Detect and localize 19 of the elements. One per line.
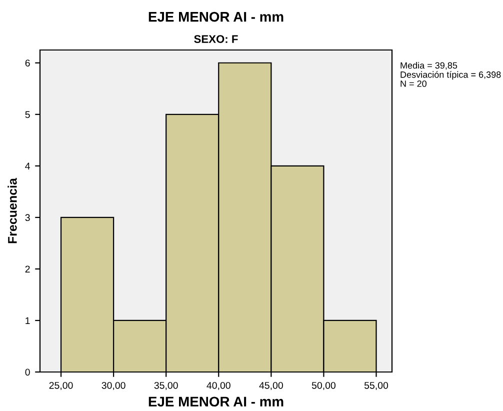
x-tick-label: 30,00 — [102, 382, 126, 390]
y-tick-label: 4 — [25, 162, 30, 170]
x-axis-title: EJE MENOR AI - mm — [148, 396, 284, 407]
x-tick-label: 35,00 — [154, 382, 178, 390]
y-tick-label: 0 — [25, 368, 30, 376]
y-tick-label: 5 — [25, 111, 30, 118]
chart-subtitle: SEXO: F — [194, 35, 238, 43]
x-tick-label: 50,00 — [312, 382, 336, 390]
x-tick-label: 55,00 — [364, 382, 388, 390]
text: Media = 39,85 Desviación típica = 6,398 N = 20 — [400, 62, 501, 87]
y-tick-label: 1 — [26, 317, 30, 324]
chart-title: EJE MENOR AI - mm — [148, 12, 284, 22]
y-tick-label: 6 — [25, 60, 30, 66]
y-axis-title: Frecuencia — [8, 178, 17, 244]
x-tick-label: 25,00 — [49, 382, 73, 390]
y-tick-label: 2 — [25, 266, 30, 272]
x-tick-label: 45,00 — [259, 382, 283, 390]
y-tick-label: 3 — [25, 214, 30, 222]
x-tick-label: 40,00 — [206, 382, 230, 390]
